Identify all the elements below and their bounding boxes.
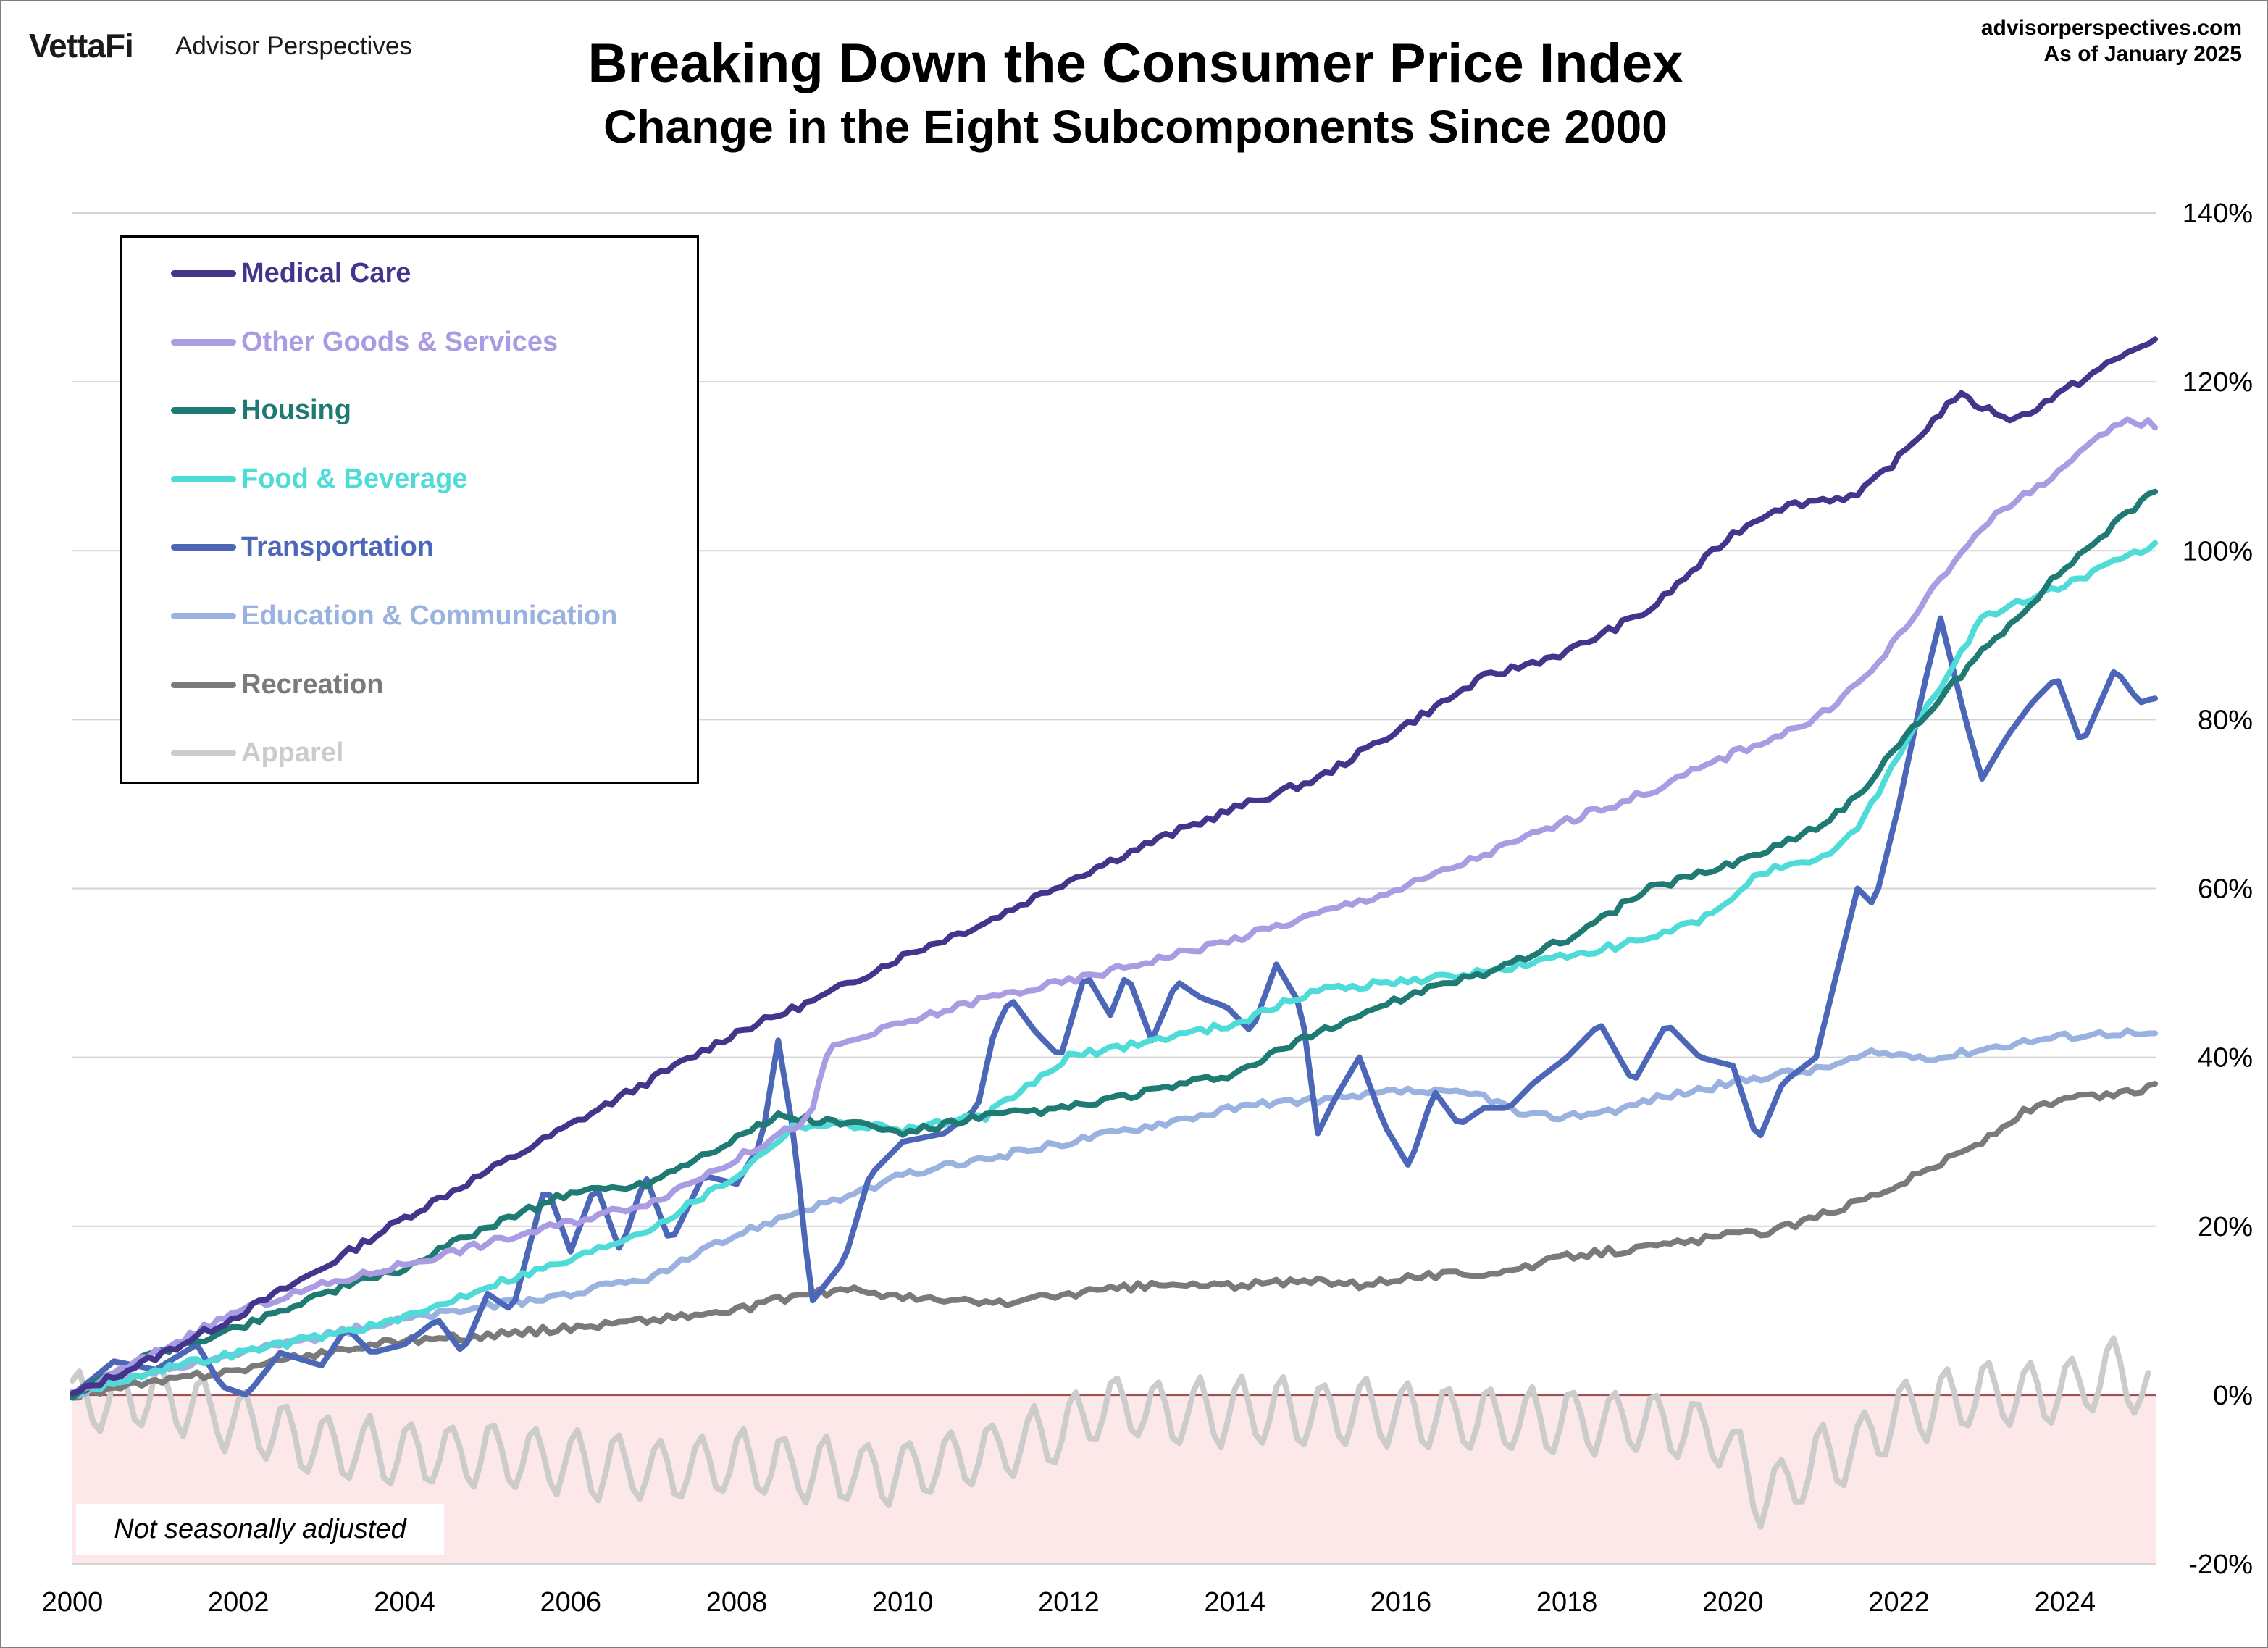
legend-swatch [171,475,236,482]
legend-label: Education & Communication [241,601,618,631]
legend-swatch [171,613,236,619]
x-tick-label: 2018 [1536,1587,1598,1618]
legend-swatch [171,338,236,346]
y-tick-label: 0% [2213,1381,2253,1411]
legend-label: Food & Beverage [241,463,468,494]
y-tick-label: 120% [2183,367,2253,398]
legend-swatch [171,270,236,277]
x-tick-label: 2000 [42,1587,104,1618]
legend-swatch [171,681,236,688]
series-layer [70,336,2159,1530]
y-tick-label: 20% [2198,1212,2253,1242]
x-tick-label: 2014 [1204,1587,1265,1618]
vettafi-logo: VettaFi Advisor Perspectives [29,26,412,65]
seasonal-note: Not seasonally adjusted [76,1504,444,1555]
x-tick-label: 2024 [2035,1587,2096,1618]
series-line-transportation [70,615,2159,1398]
legend-swatch [171,544,236,551]
legend-label: Apparel [241,737,344,769]
series-line-other-goods-services [70,416,2159,1395]
x-tick-label: 2022 [1868,1587,1930,1618]
x-tick-label: 2006 [540,1587,601,1618]
legend-swatch [171,750,236,757]
legend-label: Medical Care [241,258,411,288]
legend-swatch [171,407,236,414]
series-line-apparel [70,1335,2151,1530]
x-tick-label: 2020 [1702,1587,1764,1618]
source-site: advisorperspectives.com [1980,16,2242,40]
x-tick-label: 2004 [374,1587,435,1618]
x-tick-label: 2012 [1038,1587,1100,1618]
x-tick-label: 2016 [1371,1587,1432,1618]
as-of-date: As of January 2025 [2043,42,2242,66]
x-tick-label: 2010 [872,1587,934,1618]
chart-subtitle: Change in the Eight Subcomponents Since … [603,101,1667,153]
legend-label: Housing [241,395,351,426]
y-tick-label: 80% [2198,705,2253,735]
legend: Medical Care Other Goods & Services Housin… [120,235,699,784]
chart-title: Breaking Down the Consumer Price Index [587,33,1683,94]
x-axis: 2000 2002 2004 2006 2008 2010 2012 2014 2016 2018… [42,1587,2096,1618]
legend-label: Recreation [241,669,384,700]
y-tick-label: 60% [2198,874,2253,905]
y-tick-label: -20% [2188,1549,2253,1580]
series-line-recreation [70,1081,2159,1401]
series-line-medical-care [70,336,2159,1397]
logo-product: Advisor Perspectives [175,32,412,60]
y-tick-label: 140% [2183,198,2253,229]
logo-brand: VettaFi [29,27,134,64]
series-line-food-beverage [70,540,2159,1399]
y-tick-label: 40% [2198,1043,2253,1074]
y-axis: -20% 0% 20% 40% 60% 80% 100% 120% 140% [2183,198,2253,1580]
x-tick-label: 2002 [208,1587,269,1618]
y-tick-label: 100% [2183,536,2253,566]
legend-label: Transportation [241,532,435,563]
x-tick-label: 2008 [706,1587,768,1618]
legend-label: Other Goods & Services [241,326,558,357]
